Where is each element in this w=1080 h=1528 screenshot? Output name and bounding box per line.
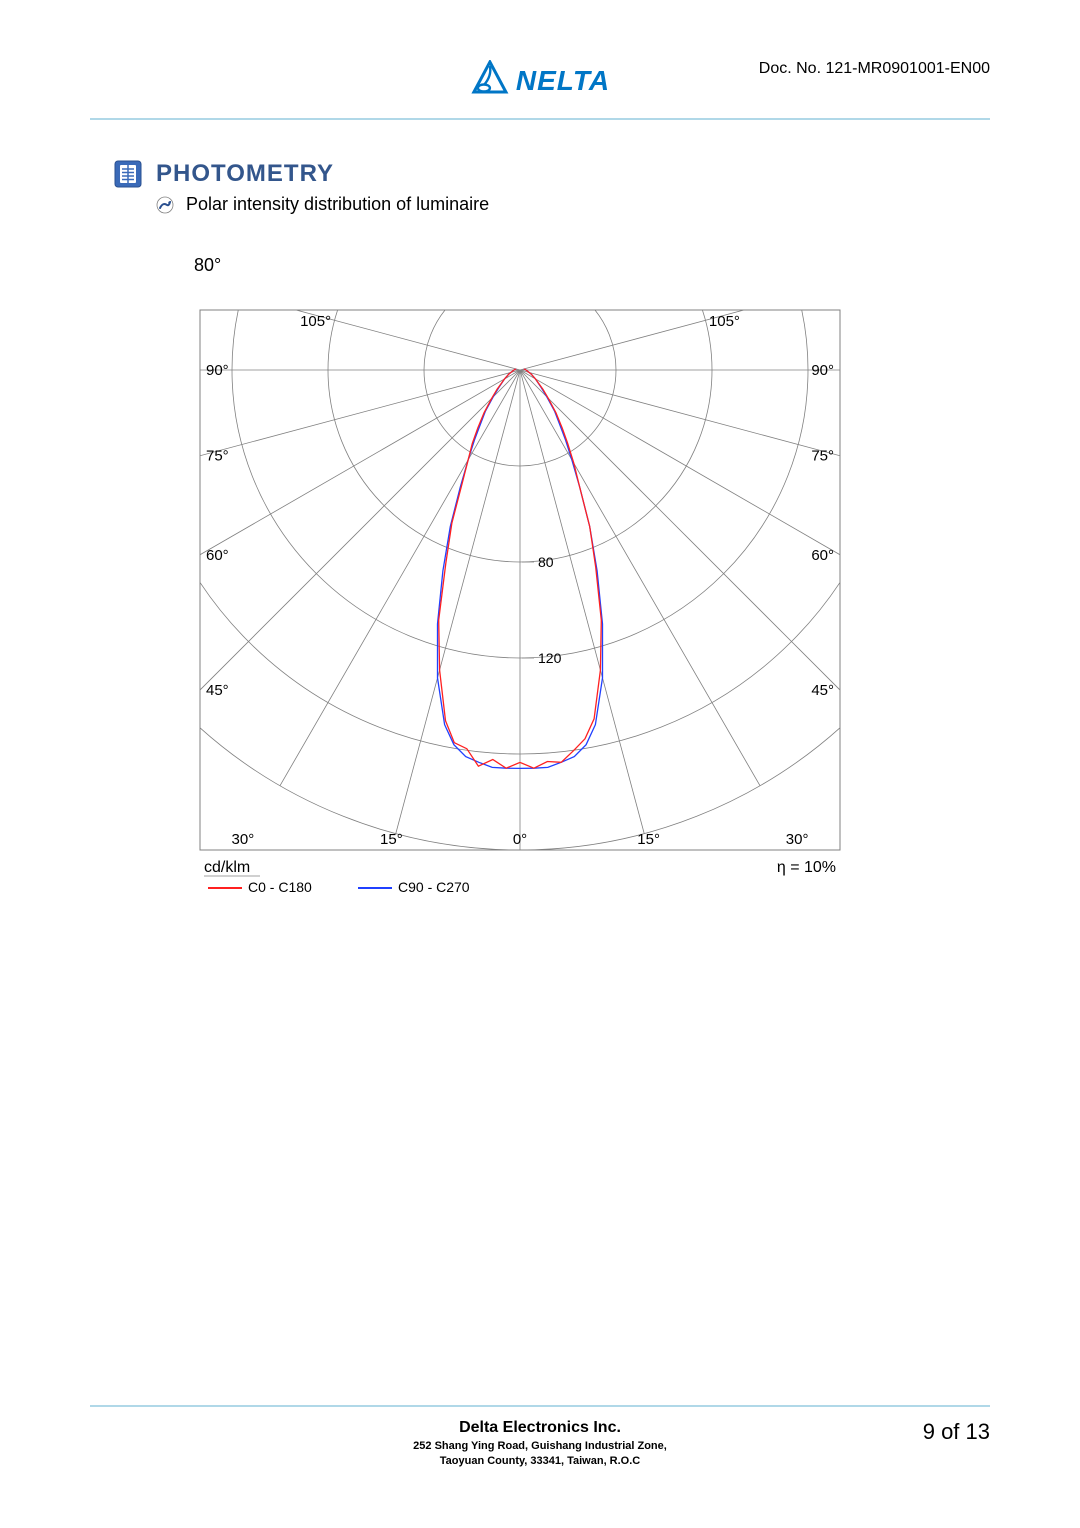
svg-text:30°: 30° — [232, 831, 255, 848]
svg-text:η = 10%: η = 10% — [777, 859, 836, 876]
page-header: NELTA Doc. No. 121-MR0901001-EN00 — [90, 50, 990, 120]
svg-text:105°: 105° — [709, 313, 740, 330]
svg-text:C0 - C180: C0 - C180 — [248, 879, 312, 895]
svg-text:75°: 75° — [206, 448, 229, 465]
footer-page: 9 of 13 — [850, 1419, 990, 1445]
chart-container: 80° 105° 90° 75° 60° 45° 30° 15° 0° 105° 90° 75° 60… — [180, 255, 990, 910]
section-title: PHOTOMETRY — [156, 160, 334, 188]
logo-text: NELTA — [516, 65, 610, 97]
footer-addr2: Taoyuan County, 33341, Taiwan, R.O.C — [230, 1454, 850, 1468]
logo: NELTA — [470, 60, 610, 101]
svg-text:60°: 60° — [206, 547, 229, 564]
chart-top-label: 80° — [194, 255, 990, 276]
svg-text:45°: 45° — [811, 682, 834, 699]
footer-addr1: 252 Shang Ying Road, Guishang Industrial… — [230, 1439, 850, 1453]
bullet-text: Polar intensity distribution of luminair… — [186, 194, 489, 215]
bullet-icon — [156, 196, 174, 214]
logo-mark-icon — [470, 60, 510, 101]
section-icon — [114, 160, 142, 188]
page-footer: Delta Electronics Inc. 252 Shang Ying Ro… — [90, 1405, 990, 1468]
svg-text:75°: 75° — [811, 448, 834, 465]
page: NELTA Doc. No. 121-MR0901001-EN00 PHOTOM… — [0, 0, 1080, 1528]
svg-text:90°: 90° — [206, 362, 229, 379]
svg-text:30°: 30° — [786, 831, 809, 848]
svg-text:C90 - C270: C90 - C270 — [398, 879, 470, 895]
svg-text:15°: 15° — [380, 831, 403, 848]
svg-text:80: 80 — [538, 554, 554, 570]
svg-text:90°: 90° — [811, 362, 834, 379]
svg-text:15°: 15° — [637, 831, 660, 848]
footer-center: Delta Electronics Inc. 252 Shang Ying Ro… — [230, 1419, 850, 1468]
svg-text:120: 120 — [538, 650, 562, 666]
svg-text:105°: 105° — [300, 313, 331, 330]
svg-text:0°: 0° — [513, 831, 527, 848]
svg-text:cd/klm: cd/klm — [204, 859, 250, 876]
svg-text:45°: 45° — [206, 682, 229, 699]
bullet-row: Polar intensity distribution of luminair… — [156, 194, 990, 215]
section-header: PHOTOMETRY — [114, 160, 990, 188]
svg-text:60°: 60° — [811, 547, 834, 564]
footer-company: Delta Electronics Inc. — [230, 1419, 850, 1437]
doc-number: Doc. No. 121-MR0901001-EN00 — [759, 60, 990, 78]
polar-chart: 105° 90° 75° 60° 45° 30° 15° 0° 105° 90° 75° 60° 45°… — [180, 290, 860, 910]
